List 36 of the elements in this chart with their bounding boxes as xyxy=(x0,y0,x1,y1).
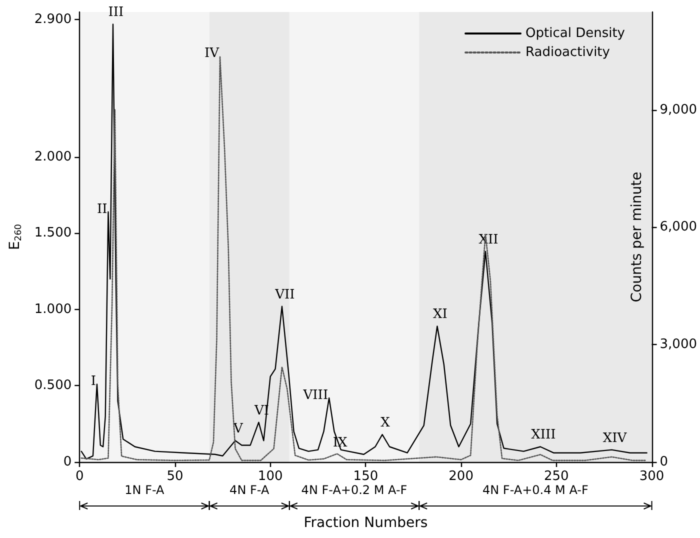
y-tick-label: 2.000 xyxy=(34,149,72,164)
x-tick-label: 50 xyxy=(166,469,184,484)
y-tick-label: 0 xyxy=(63,454,72,470)
band-label: 4N F-A+0.2 M A-F xyxy=(301,483,408,497)
y-axis-title: E260 xyxy=(7,224,24,250)
y2-tick-label: 3,000 xyxy=(660,337,697,352)
x-tick-label: 100 xyxy=(258,469,283,484)
legend-label: Radioactivity xyxy=(526,45,610,60)
band-label: 4N F-A+0.4 M A-F xyxy=(482,483,588,497)
y2-tick-label: 9,000 xyxy=(660,102,697,118)
annotation: XI xyxy=(433,307,448,322)
y2-tick-label: 6,000 xyxy=(660,220,697,235)
x-tick-label: 300 xyxy=(639,469,664,484)
annotation: II xyxy=(96,202,108,217)
y2-tick-label: 0 xyxy=(660,454,668,470)
annotation: VIII xyxy=(302,388,328,403)
legend-label: Optical Density xyxy=(526,26,626,41)
y2-axis-title: Counts per minute xyxy=(628,172,645,302)
annotation: XIV xyxy=(602,430,628,446)
annotation: IV xyxy=(204,46,220,62)
band-label: 1N F-A xyxy=(124,483,166,497)
x-axis-title: Fraction Numbers xyxy=(304,515,428,531)
x-tick-label: 250 xyxy=(544,469,569,484)
annotation: I xyxy=(90,374,96,390)
annotation: VII xyxy=(274,287,295,302)
x-tick-label: 200 xyxy=(448,469,474,484)
annotation: XIII xyxy=(531,428,556,443)
y-tick-label: 2.900 xyxy=(34,12,72,28)
y-tick-label: 1.500 xyxy=(34,226,72,241)
annotation: X xyxy=(380,416,391,431)
x-tick-label: 150 xyxy=(353,469,378,484)
band-label: 4N F-A xyxy=(230,483,270,497)
annotation: III xyxy=(108,5,124,20)
y-tick-label: 0.500 xyxy=(34,378,72,394)
x-tick-label: 0 xyxy=(75,469,84,484)
y-tick-label: 1.000 xyxy=(34,302,72,317)
